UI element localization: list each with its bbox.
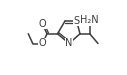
Text: S: S bbox=[74, 16, 80, 26]
Text: N: N bbox=[65, 38, 73, 49]
Text: H₂N: H₂N bbox=[80, 15, 99, 25]
Text: O: O bbox=[39, 38, 46, 49]
Text: O: O bbox=[39, 19, 46, 29]
